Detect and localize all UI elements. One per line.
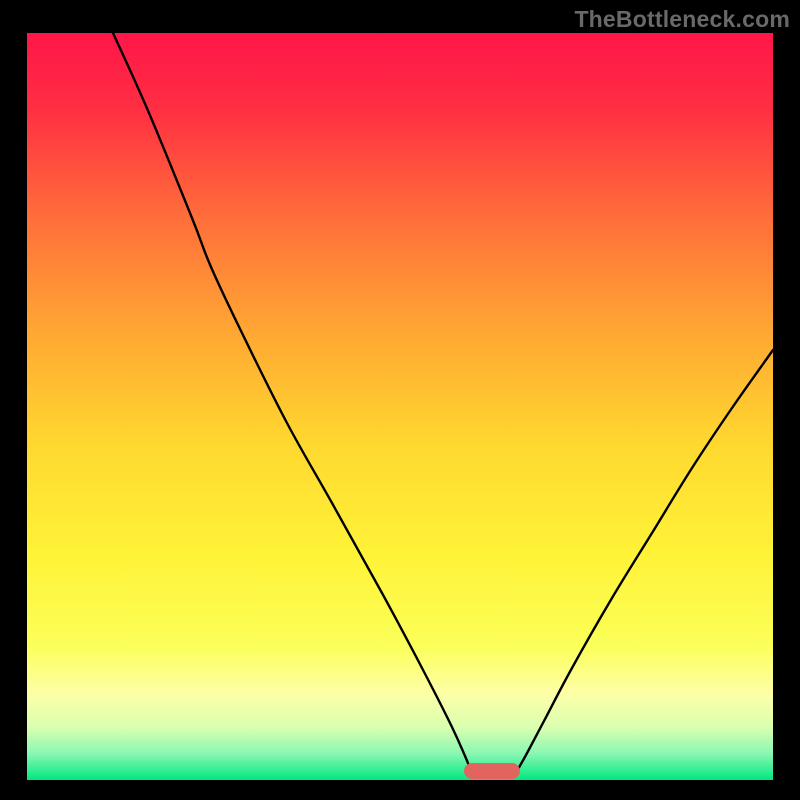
watermark-text: TheBottleneck.com xyxy=(574,6,790,33)
plot-area xyxy=(27,33,773,780)
optimal-range-marker xyxy=(464,763,520,779)
chart-frame: TheBottleneck.com xyxy=(0,0,800,800)
bottleneck-curve xyxy=(27,33,773,780)
